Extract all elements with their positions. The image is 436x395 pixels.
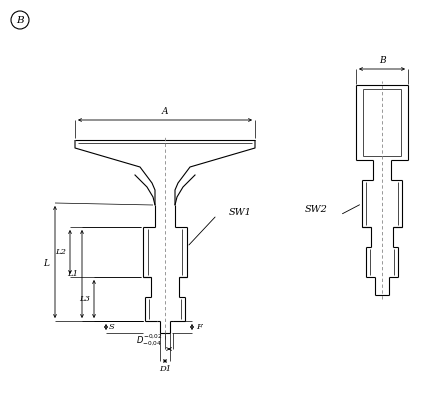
Text: L2: L2 (55, 248, 66, 256)
Text: S: S (109, 323, 115, 331)
Text: SW2: SW2 (305, 205, 328, 214)
Text: L3: L3 (79, 295, 90, 303)
Text: $D^{-0{,}02}_{-0{,}04}$: $D^{-0{,}02}_{-0{,}04}$ (136, 333, 163, 348)
Text: L1: L1 (67, 270, 78, 278)
Text: A: A (162, 107, 168, 116)
Text: D1: D1 (159, 365, 171, 373)
Text: F: F (196, 323, 202, 331)
Text: B: B (16, 15, 24, 24)
Text: SW1: SW1 (229, 207, 252, 216)
Text: B: B (379, 56, 385, 65)
Text: L: L (43, 258, 49, 267)
